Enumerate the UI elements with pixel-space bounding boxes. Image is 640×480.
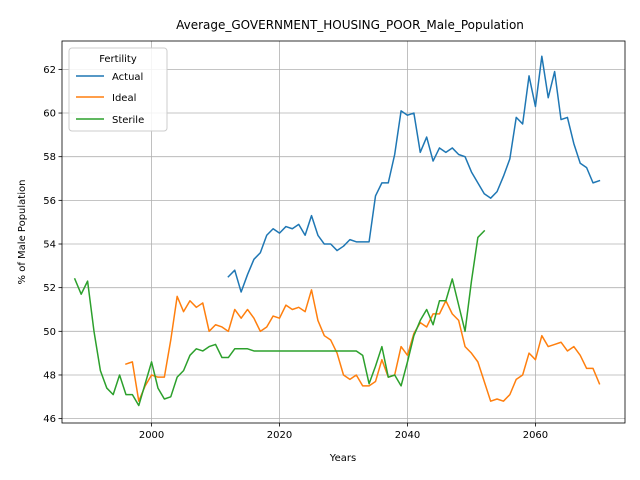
x-tick-label: 2060 (523, 430, 548, 441)
y-tick-label: 46 (43, 414, 56, 425)
y-tick-label: 62 (43, 65, 56, 76)
x-tick-label: 2000 (139, 430, 164, 441)
series-line-ideal (125, 289, 601, 402)
legend-label-actual: Actual (112, 72, 143, 83)
legend-label-ideal: Ideal (112, 93, 136, 104)
x-axis-label: Years (329, 453, 356, 464)
grid (62, 41, 625, 423)
x-tick-label: 2040 (395, 430, 420, 441)
y-tick-label: 58 (43, 152, 56, 163)
legend-label-sterile: Sterile (112, 115, 144, 126)
legend-title: Fertility (99, 54, 137, 65)
y-tick-label: 56 (43, 196, 56, 207)
plot-frame (61, 40, 626, 424)
y-tick-label: 52 (43, 283, 56, 294)
y-tick-label: 50 (43, 327, 56, 338)
axis-ticks: 2000 2020 2040 2060 46 48 50 52 54 56 58 60 62 (43, 65, 548, 441)
legend: Fertility Actual Ideal Sterile (68, 47, 168, 132)
series-line-sterile (73, 229, 486, 407)
legend-box (68, 47, 168, 132)
y-axis-label: % of Male Population (17, 180, 28, 285)
series-layer (73, 55, 601, 407)
chart-title: Average_GOVERNMENT_HOUSING_POOR_Male_Pop… (176, 18, 524, 32)
x-tick-label: 2020 (267, 430, 292, 441)
y-tick-label: 60 (43, 109, 56, 120)
y-tick-label: 54 (43, 240, 56, 251)
series-line-actual (227, 55, 601, 293)
y-tick-label: 48 (43, 370, 56, 381)
